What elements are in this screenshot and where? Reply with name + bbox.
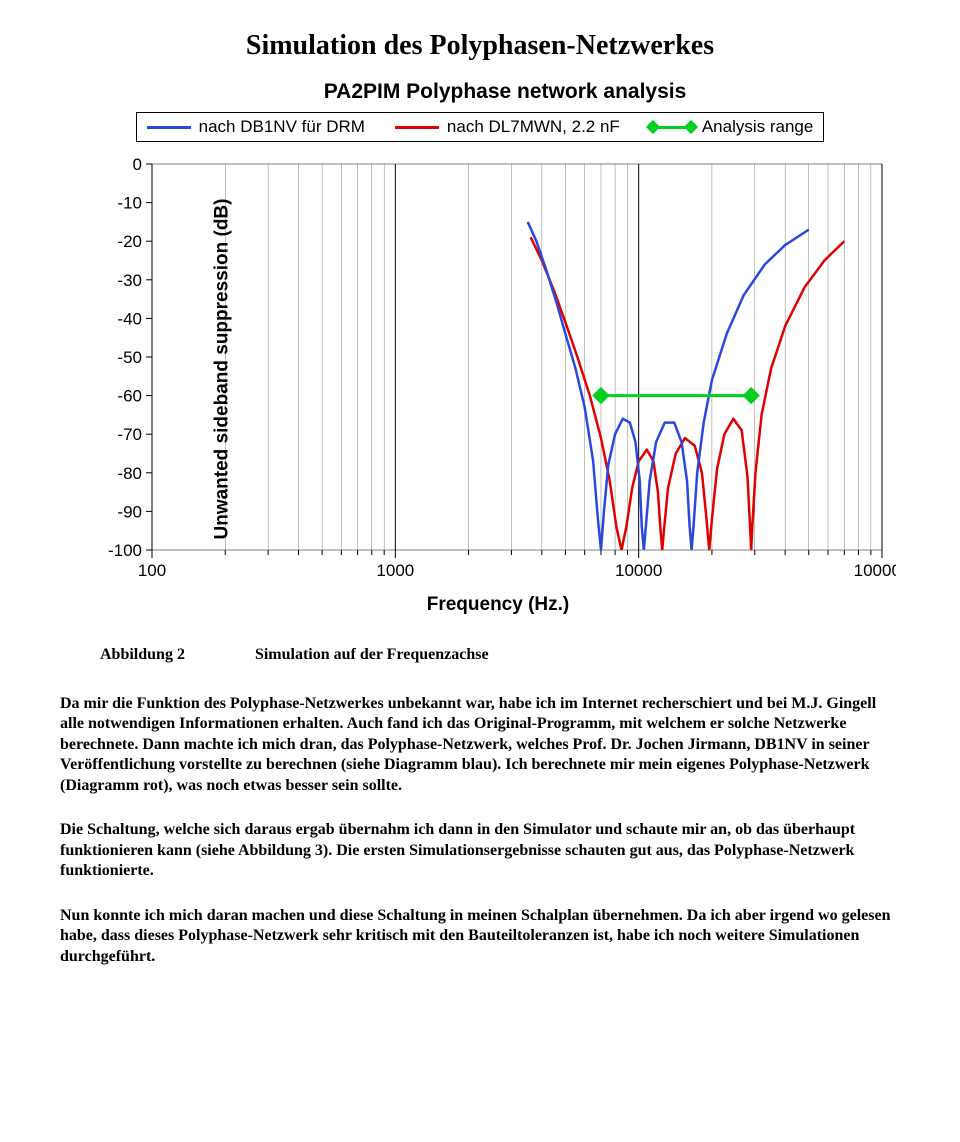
paragraph: Die Schaltung, welche sich daraus ergab … xyxy=(60,820,900,881)
svg-text:1000: 1000 xyxy=(376,561,414,580)
svg-text:-10: -10 xyxy=(117,194,142,213)
caption-number: Abbildung 2 xyxy=(100,646,185,664)
chart-container: Unwanted sideband suppression (dB) 100 10… xyxy=(60,154,900,584)
y-axis-label: Unwanted sideband suppression (dB) xyxy=(211,199,233,540)
svg-text:-30: -30 xyxy=(117,271,142,290)
legend-item: nach DL7MWN, 2.2 nF xyxy=(395,117,620,137)
svg-text:0: 0 xyxy=(133,155,142,174)
chart-title: PA2PIM Polyphase network analysis xyxy=(60,80,900,104)
svg-text:-50: -50 xyxy=(117,348,142,367)
svg-text:-60: -60 xyxy=(117,387,142,406)
svg-text:-90: -90 xyxy=(117,502,142,521)
svg-text:-80: -80 xyxy=(117,464,142,483)
svg-text:-100: -100 xyxy=(108,541,142,560)
legend-item: nach DB1NV für DRM xyxy=(147,117,365,137)
page-title: Simulation des Polyphasen-Netzwerkes xyxy=(60,30,900,62)
svg-text:100: 100 xyxy=(138,561,166,580)
paragraph: Da mir die Funktion des Polyphase-Netzwe… xyxy=(60,694,900,796)
svg-text:-70: -70 xyxy=(117,425,142,444)
svg-text:100000: 100000 xyxy=(854,561,896,580)
x-axis-label: Frequency (Hz.) xyxy=(60,594,900,616)
svg-text:10000: 10000 xyxy=(615,561,662,580)
figure-caption: Abbildung 2 Simulation auf der Frequenza… xyxy=(100,646,900,664)
caption-text: Simulation auf der Frequenzachse xyxy=(255,646,489,664)
paragraph: Nun konnte ich mich daran machen und die… xyxy=(60,906,900,967)
svg-text:-40: -40 xyxy=(117,309,142,328)
svg-text:-20: -20 xyxy=(117,232,142,251)
chart-legend: nach DB1NV für DRM nach DL7MWN, 2.2 nF Ana… xyxy=(136,112,825,142)
legend-item: Analysis range xyxy=(650,117,814,137)
